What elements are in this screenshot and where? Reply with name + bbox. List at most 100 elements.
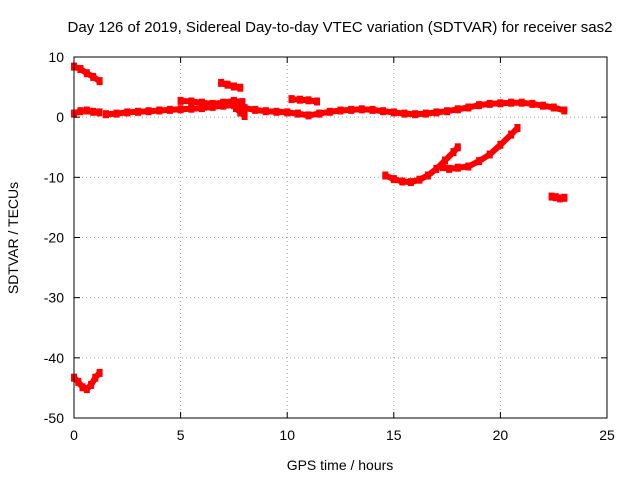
data-point xyxy=(145,107,152,116)
data-point xyxy=(103,110,109,119)
data-point xyxy=(380,107,387,116)
grid xyxy=(74,57,607,418)
data-point xyxy=(486,150,493,159)
data-point xyxy=(305,96,312,105)
data-point xyxy=(529,99,536,108)
y-tick-label: -10 xyxy=(44,169,64,185)
data-point xyxy=(88,380,95,389)
data-point xyxy=(284,108,291,117)
data-point xyxy=(77,65,84,73)
data-point xyxy=(358,105,365,114)
data-point xyxy=(96,108,103,117)
x-tick-label: 10 xyxy=(279,427,295,443)
data-point xyxy=(548,192,555,201)
y-tick-label: 10 xyxy=(48,49,64,65)
data-point xyxy=(444,107,451,116)
data-point xyxy=(497,140,504,149)
y-tick-label: 0 xyxy=(56,109,64,125)
data-point xyxy=(316,109,323,118)
data-point xyxy=(198,104,205,113)
series-arc-10 xyxy=(548,192,568,203)
x-tick-label: 20 xyxy=(493,427,509,443)
data-point xyxy=(209,99,216,108)
y-tick-label: -20 xyxy=(44,230,64,246)
data-point xyxy=(92,373,99,382)
data-point xyxy=(314,97,320,106)
data-point xyxy=(454,105,461,114)
data-point xyxy=(83,69,90,78)
y-tick-label: -50 xyxy=(44,410,64,426)
data-point xyxy=(239,98,246,107)
data-point xyxy=(497,99,504,108)
data-point xyxy=(416,175,423,184)
x-tick-label: 25 xyxy=(599,427,615,443)
data-point xyxy=(96,77,103,86)
data-point xyxy=(439,163,446,172)
series-line xyxy=(382,144,461,186)
data-point xyxy=(399,177,406,186)
data-point xyxy=(220,98,227,107)
data-point xyxy=(454,163,461,172)
data-point xyxy=(294,109,301,118)
y-tick-label: -40 xyxy=(44,350,64,366)
data-point xyxy=(326,107,333,116)
data-point xyxy=(79,383,86,392)
data-point xyxy=(382,171,389,180)
data-point xyxy=(156,106,163,115)
data-point xyxy=(90,107,97,116)
series-arc-5 xyxy=(218,78,244,92)
data-point xyxy=(433,108,440,117)
data-point xyxy=(262,107,269,116)
data-point xyxy=(177,96,184,105)
data-point xyxy=(390,108,397,117)
data-point xyxy=(77,107,84,116)
data-point xyxy=(518,98,525,107)
series-arc-6 xyxy=(233,104,248,120)
x-tick-label: 5 xyxy=(177,427,185,443)
series-line xyxy=(288,96,320,105)
data-point xyxy=(198,98,205,107)
data-point xyxy=(476,101,483,110)
data-point xyxy=(305,111,312,120)
data-point xyxy=(412,110,419,119)
data-point xyxy=(465,162,472,171)
data-point xyxy=(90,72,97,81)
chart-title: Day 126 of 2019, Sidereal Day-to-day VTE… xyxy=(68,19,613,36)
series-line xyxy=(218,79,244,91)
data-point xyxy=(83,385,90,394)
ticks: 0 5 10 15 20 25 10 0 -10 -20 -30 -40 -50 xyxy=(44,49,615,443)
data-point xyxy=(450,148,457,157)
data-point xyxy=(224,80,231,89)
series-arc-4 xyxy=(177,96,246,108)
data-point xyxy=(465,103,472,112)
data-point xyxy=(454,143,461,152)
data-point xyxy=(424,171,431,180)
data-point xyxy=(230,82,237,91)
data-point xyxy=(237,83,244,92)
data-point xyxy=(486,99,493,108)
data-point xyxy=(177,105,184,114)
data-point xyxy=(166,105,173,114)
data-point xyxy=(476,157,483,166)
data-point xyxy=(561,193,568,202)
data-point xyxy=(230,96,237,105)
series-arc-9 xyxy=(439,124,521,173)
data-point xyxy=(348,105,355,114)
x-tick-label: 0 xyxy=(70,427,78,443)
data-point xyxy=(407,178,414,187)
data-point xyxy=(83,106,90,115)
data-point xyxy=(96,368,103,377)
x-axis-label: GPS time / hours xyxy=(287,457,394,473)
data-point xyxy=(241,104,248,113)
data-point xyxy=(508,130,515,139)
data-point xyxy=(237,108,244,117)
data-point xyxy=(550,103,557,112)
data-point xyxy=(508,98,515,107)
data-point xyxy=(297,95,303,104)
data-point xyxy=(188,97,195,106)
data-point xyxy=(124,108,131,117)
data-point xyxy=(218,78,225,87)
data-point xyxy=(75,377,82,386)
